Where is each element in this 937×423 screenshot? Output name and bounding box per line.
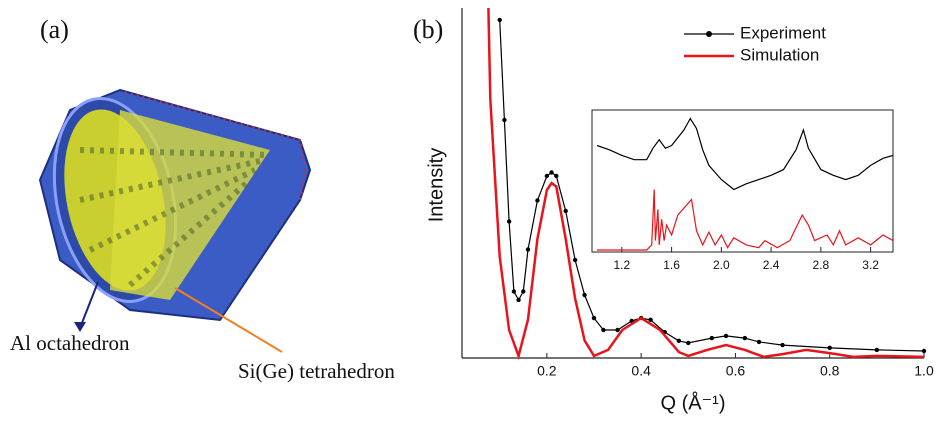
- inset-frame: [591, 109, 894, 253]
- x-tick-label: 2.8: [813, 258, 830, 272]
- data-point: [544, 173, 550, 179]
- x-tick-label: 0.4: [631, 363, 651, 379]
- x-tick-label: 0.6: [726, 363, 746, 379]
- x-tick-label: 0.2: [537, 363, 557, 379]
- x-tick-label: 2.4: [763, 258, 780, 272]
- data-point: [535, 198, 540, 203]
- data-point: [506, 219, 512, 224]
- data-point: [686, 340, 691, 346]
- nanotube-illustration: [38, 88, 312, 353]
- panel-label: (a): [40, 15, 69, 44]
- data-point: [676, 338, 682, 344]
- data-point: [874, 347, 880, 353]
- y-axis-label: Intensity: [425, 148, 447, 222]
- legend-label: Experiment: [740, 23, 826, 42]
- data-point: [572, 257, 578, 263]
- annotation: Al octahedron: [10, 331, 130, 355]
- data-point: [601, 327, 606, 333]
- data-point: [497, 17, 502, 23]
- x-tick-label: 1.2: [614, 258, 631, 272]
- data-point: [554, 173, 559, 179]
- data-point: [827, 345, 832, 351]
- data-point: [563, 208, 568, 214]
- data-point: [516, 297, 521, 303]
- data-point: [921, 348, 927, 354]
- data-point: [742, 335, 748, 341]
- data-point: [648, 317, 653, 323]
- x-tick-label: 1.0: [914, 363, 934, 379]
- annotation: Si(Ge) tetrahedron: [238, 359, 395, 383]
- x-tick-label: 2.0: [713, 258, 730, 272]
- x-tick-label: 1.6: [663, 258, 680, 272]
- x-tick-label: 0.8: [820, 363, 840, 379]
- series-line: [597, 189, 894, 251]
- series-line: [596, 117, 894, 191]
- data-point: [582, 292, 587, 298]
- legend-marker: [706, 31, 712, 37]
- data-point: [502, 117, 507, 123]
- data-point: [723, 333, 729, 339]
- data-point: [549, 170, 554, 175]
- data-point: [756, 339, 762, 345]
- panel-label: (b): [413, 15, 443, 44]
- data-point: [511, 289, 517, 294]
- data-point: [521, 289, 526, 294]
- data-point: [780, 342, 785, 348]
- data-point: [709, 335, 715, 341]
- legend-label: Simulation: [740, 45, 819, 64]
- data-point: [615, 327, 620, 333]
- x-tick-label: 3.2: [862, 258, 879, 272]
- data-point: [591, 315, 597, 321]
- x-axis-label: Q (Å⁻¹): [661, 391, 726, 414]
- series-line: [487, 7, 925, 361]
- data-point: [525, 247, 531, 252]
